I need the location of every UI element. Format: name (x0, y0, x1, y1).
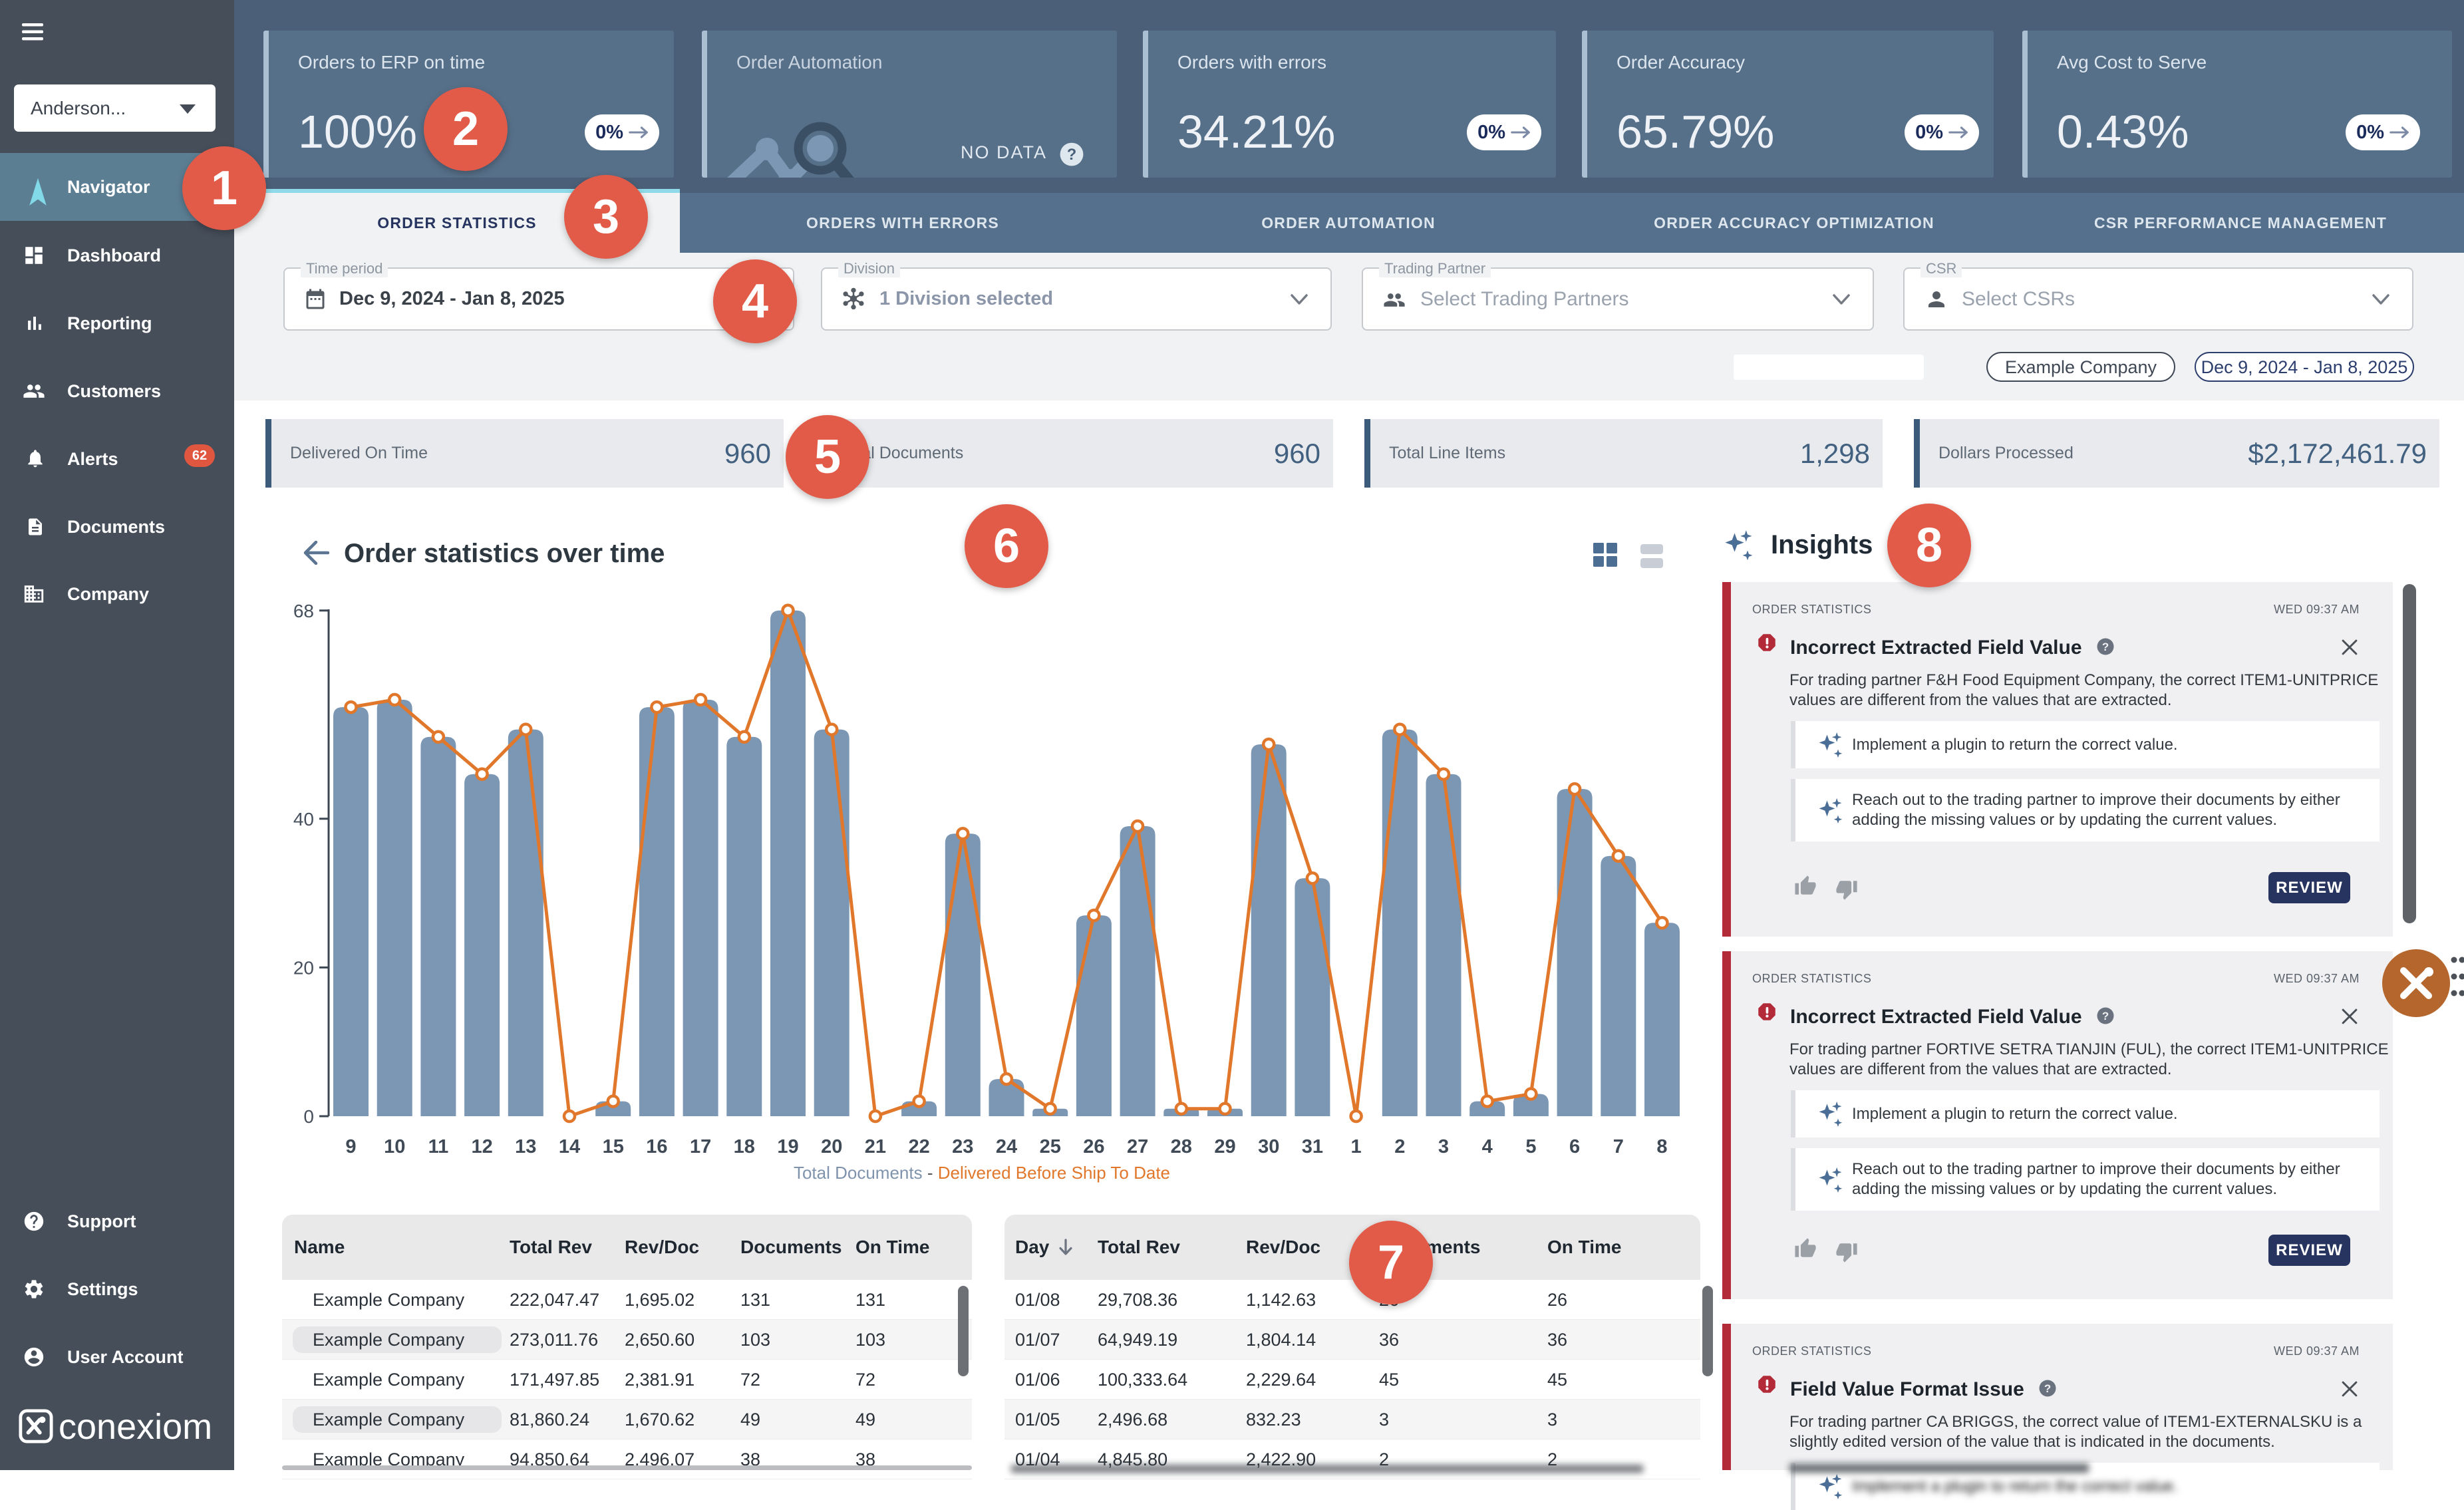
svg-text:?: ? (2102, 1010, 2109, 1022)
svg-text:10: 10 (384, 1136, 405, 1157)
svg-text:24: 24 (996, 1136, 1017, 1157)
svg-text:31: 31 (1302, 1136, 1323, 1157)
svg-text:5: 5 (1525, 1136, 1536, 1157)
svg-text:7: 7 (1613, 1136, 1624, 1157)
svg-text:?: ? (2044, 1382, 2051, 1395)
svg-text:11: 11 (428, 1136, 449, 1157)
svg-text:0: 0 (303, 1106, 314, 1127)
svg-text:3: 3 (1438, 1136, 1449, 1157)
svg-text:15: 15 (603, 1136, 624, 1157)
svg-text:20: 20 (293, 957, 314, 978)
svg-text:14: 14 (559, 1136, 580, 1157)
svg-text:13: 13 (515, 1136, 536, 1157)
svg-text:21: 21 (865, 1136, 886, 1157)
svg-text:22: 22 (908, 1136, 929, 1157)
svg-text:9: 9 (345, 1136, 356, 1157)
svg-text:23: 23 (952, 1136, 973, 1157)
svg-text:18: 18 (734, 1136, 755, 1157)
svg-text:25: 25 (1040, 1136, 1061, 1157)
svg-text:29: 29 (1214, 1136, 1235, 1157)
svg-text:?: ? (2102, 641, 2109, 653)
svg-text:68: 68 (293, 601, 314, 621)
svg-text:6: 6 (1569, 1136, 1580, 1157)
svg-text:28: 28 (1171, 1136, 1192, 1157)
svg-text:12: 12 (471, 1136, 492, 1157)
svg-text:4: 4 (1482, 1136, 1493, 1157)
svg-text:26: 26 (1083, 1136, 1104, 1157)
svg-text:40: 40 (293, 809, 314, 830)
svg-text:20: 20 (821, 1136, 842, 1157)
svg-text:27: 27 (1127, 1136, 1148, 1157)
svg-text:1: 1 (1351, 1136, 1362, 1157)
svg-text:16: 16 (646, 1136, 667, 1157)
svg-text:19: 19 (777, 1136, 798, 1157)
svg-text:17: 17 (690, 1136, 711, 1157)
svg-text:8: 8 (1656, 1136, 1667, 1157)
svg-text:?: ? (1067, 146, 1077, 164)
svg-text:30: 30 (1258, 1136, 1279, 1157)
svg-text:2: 2 (1394, 1136, 1405, 1157)
